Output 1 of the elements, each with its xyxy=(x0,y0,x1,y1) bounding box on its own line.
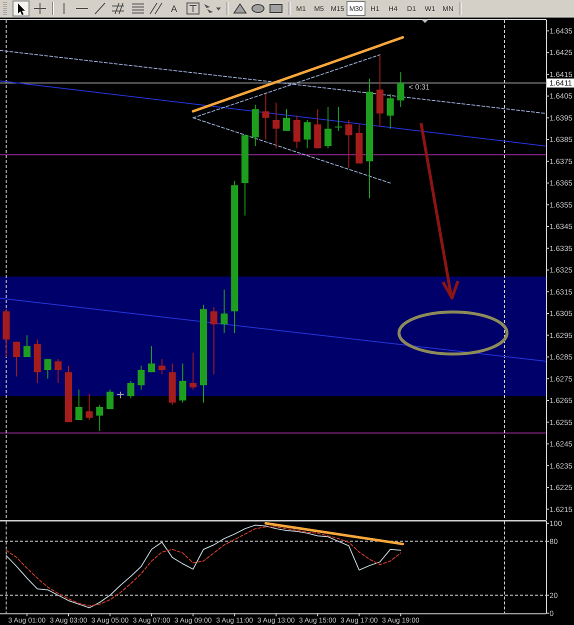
text: A xyxy=(170,4,178,15)
